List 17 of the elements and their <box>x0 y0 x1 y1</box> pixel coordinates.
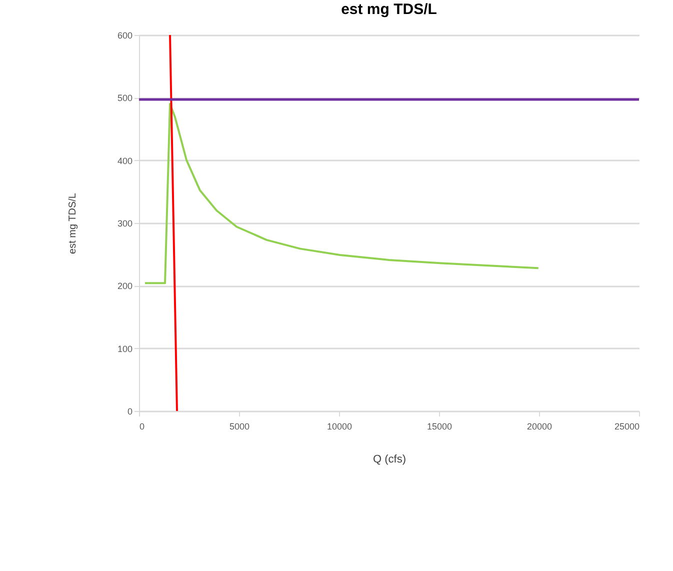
y-axis-title: est mg TDS/L <box>67 192 78 254</box>
y-tick-label: 500 <box>117 93 132 104</box>
y-tick-label: 200 <box>117 281 132 292</box>
x-tick-label: 0 <box>140 422 145 432</box>
chart-title: est mg TDS/L <box>341 1 437 18</box>
x-tick-label: 15000 <box>426 422 452 432</box>
line-series <box>144 102 540 284</box>
y-tick-label: 600 <box>117 30 132 40</box>
x-tick-label: 10000 <box>326 422 352 432</box>
y-tick-label: 400 <box>117 156 132 166</box>
x-tick-label: 25000 <box>614 422 640 432</box>
x-tick-label: 20000 <box>526 422 552 432</box>
y-tick-label: 300 <box>117 218 132 228</box>
x-axis-title: Q (cfs) <box>373 454 406 466</box>
y-tick-label: 0 <box>127 406 132 416</box>
y-tick-label: 100 <box>117 344 132 354</box>
x-tick-label: 5000 <box>229 422 250 432</box>
